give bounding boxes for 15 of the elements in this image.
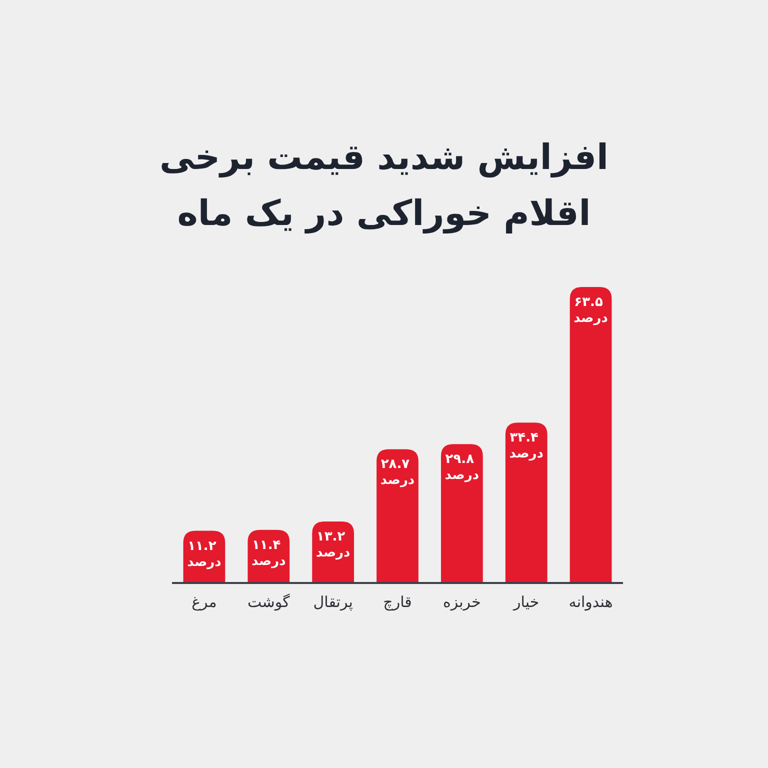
category-label: گوشت bbox=[248, 593, 290, 611]
value-label: ۱۳.۲ درصد bbox=[316, 529, 350, 560]
category-label: خیار bbox=[514, 593, 540, 611]
category-label: قارچ bbox=[383, 593, 412, 611]
value-label: ۲۹.۸ درصد bbox=[444, 452, 480, 484]
category-label: پرتقال bbox=[313, 593, 353, 611]
value-label: ۱۱.۴ درصد bbox=[252, 538, 286, 569]
value-label: ۲۸.۷ درصد bbox=[380, 457, 415, 488]
value-label: ۳۴.۴ درصد bbox=[509, 430, 544, 462]
value-label: ۶۳.۵ درصد bbox=[574, 295, 608, 326]
category-label: هندوانه bbox=[568, 593, 613, 611]
category-label: مرغ bbox=[192, 593, 217, 611]
title: افزایش شدید قیمت برخی اقلام خوراکی در یک ماه bbox=[158, 137, 610, 236]
category-label: خربزه bbox=[443, 593, 481, 611]
value-label: ۱۱.۲ درصد bbox=[187, 538, 222, 570]
